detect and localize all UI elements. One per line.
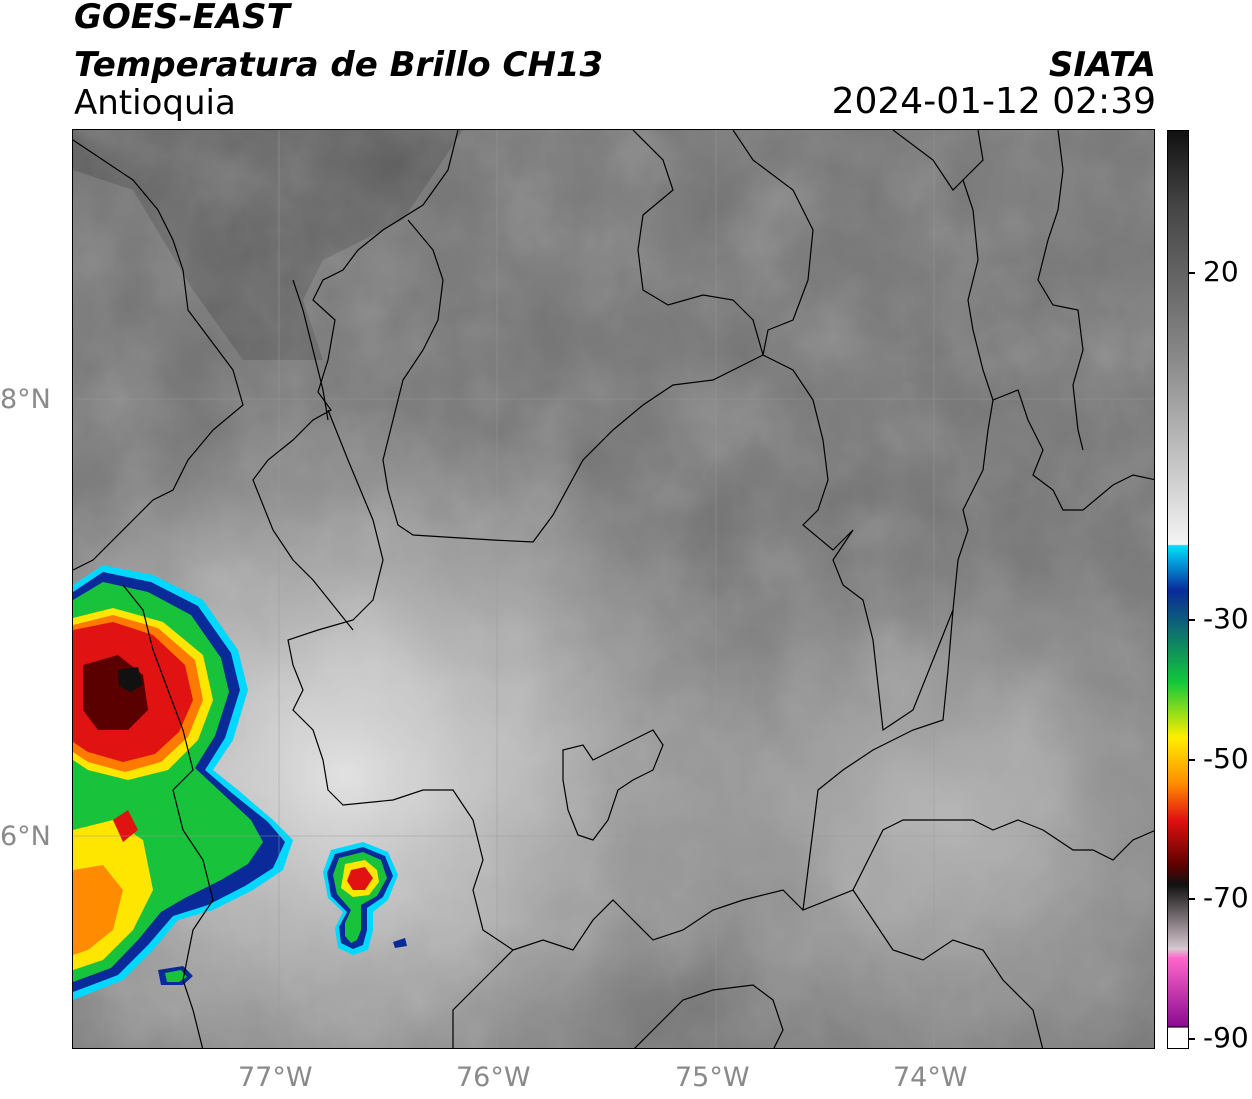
storm-orange <box>73 865 123 955</box>
cb-label-m70: -70 <box>1203 881 1249 914</box>
colorbar-gradient <box>1168 131 1188 1048</box>
coastline-uraba <box>252 130 459 631</box>
lon-label-75w: 75°W <box>675 1062 750 1093</box>
colorbar <box>1167 130 1189 1049</box>
east-boundary-2 <box>992 389 1154 511</box>
colorbar-fill <box>1168 131 1188 1048</box>
magdalena-boundary <box>802 609 954 911</box>
east-boundary-3 <box>1037 130 1084 451</box>
north-boundary-bolivar <box>892 130 964 191</box>
coastline-darien <box>73 139 244 571</box>
coastline-gulf-inner <box>292 279 329 421</box>
north-boundary-cordoba <box>632 130 764 356</box>
region-label: Antioquia <box>74 83 236 123</box>
antioquia-boundary-east <box>832 130 994 732</box>
antioquia-boundary-south <box>512 819 1154 951</box>
stray-cell <box>393 938 407 948</box>
cb-tick-m30 <box>1189 619 1195 621</box>
satellite-title: GOES-EAST <box>74 0 290 37</box>
antioquia-boundary-west <box>287 409 514 951</box>
south-boundary-caldas <box>452 949 514 1048</box>
cb-label-20: 20 <box>1203 255 1239 288</box>
medellin-outline <box>562 729 664 841</box>
storm-black-core <box>118 667 143 692</box>
lon-label-76w: 76°W <box>456 1062 531 1093</box>
lon-label-77w: 77°W <box>238 1062 313 1093</box>
satellite-map <box>72 129 1155 1049</box>
cb-label-m50: -50 <box>1203 742 1249 775</box>
cb-label-m30: -30 <box>1203 602 1249 635</box>
cb-tick-20 <box>1189 272 1195 274</box>
antioquia-boundary-north <box>382 219 854 551</box>
storm-red-spot <box>113 810 138 842</box>
haze-east <box>73 130 1154 1048</box>
isolated-cell-red <box>347 867 373 890</box>
north-boundary-sucre <box>732 130 814 356</box>
cb-tick-m90 <box>1189 1038 1195 1040</box>
boundaries <box>73 130 1154 1048</box>
storm-cells <box>73 565 407 1000</box>
south-boundary-boyaca <box>852 889 1044 1048</box>
graticule <box>73 130 1154 1048</box>
cb-tick-m70 <box>1189 898 1195 900</box>
timestamp-label: 2024-01-12 02:39 <box>831 81 1156 122</box>
south-boundary-risaralda <box>634 984 784 1048</box>
lon-label-74w: 74°W <box>893 1062 968 1093</box>
brightness-temperature-image <box>73 130 1154 1048</box>
agency-label: SIATA <box>1048 45 1156 85</box>
coastline-pacific <box>122 584 214 1048</box>
small-cell-green <box>165 970 187 982</box>
cb-label-m90: -90 <box>1203 1021 1249 1054</box>
product-title: Temperatura de Brillo CH13 <box>74 45 604 85</box>
cb-tick-m50 <box>1189 759 1195 761</box>
lat-label-6n: 6°N <box>0 821 51 852</box>
lat-label-8n: 8°N <box>0 384 51 415</box>
